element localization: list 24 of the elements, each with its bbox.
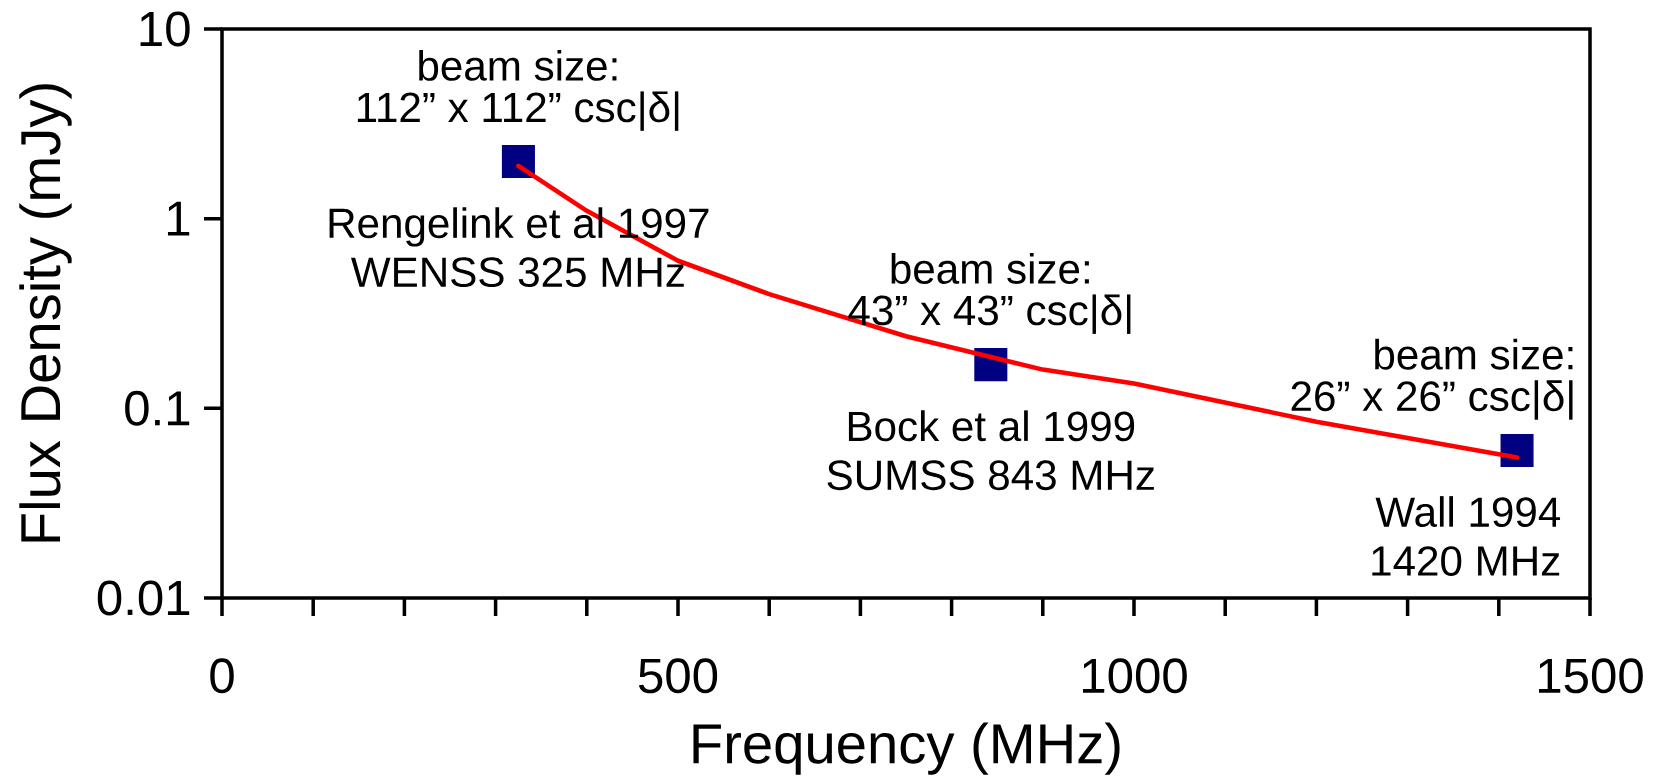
- x-tick-label: 1500: [1539, 658, 1643, 694]
- x-tick-label: 1000: [1083, 658, 1187, 694]
- annotation: 1420 MHz: [1372, 546, 1560, 576]
- annotation: SUMSS 843 MHz: [827, 460, 1154, 491]
- y-tick-label: 1: [167, 201, 190, 236]
- annotation: Rengelink et al 1997: [329, 207, 709, 247]
- point: [1500, 433, 1534, 467]
- annotation: 112” x 112” csc|δ|: [357, 91, 679, 131]
- annotation: 26” x 26” csc|δ|: [1291, 380, 1573, 420]
- annotation: Bock et al 1999: [848, 410, 1135, 442]
- y-tick-label: 0.01: [97, 580, 190, 616]
- point: [501, 145, 535, 179]
- annotation: beam size:: [1375, 338, 1573, 370]
- annotation: WENSS 325 MHz: [351, 257, 684, 288]
- annotation: beam size:: [419, 49, 617, 81]
- x-tick-label: 0: [210, 658, 234, 694]
- x-axis-title: Frequency (MHz): [693, 722, 1120, 775]
- annotation: 43” x 43” csc|δ|: [848, 294, 1131, 334]
- y-tick-label: 10: [140, 11, 190, 47]
- x-tick-label: 500: [638, 658, 718, 694]
- annotation: Wall 1994: [1375, 496, 1561, 528]
- y-tick-label: 0.1: [125, 390, 190, 426]
- y-axis-title: Flux Density (mJy): [19, 84, 72, 542]
- annotation: beam size:: [891, 252, 1089, 284]
